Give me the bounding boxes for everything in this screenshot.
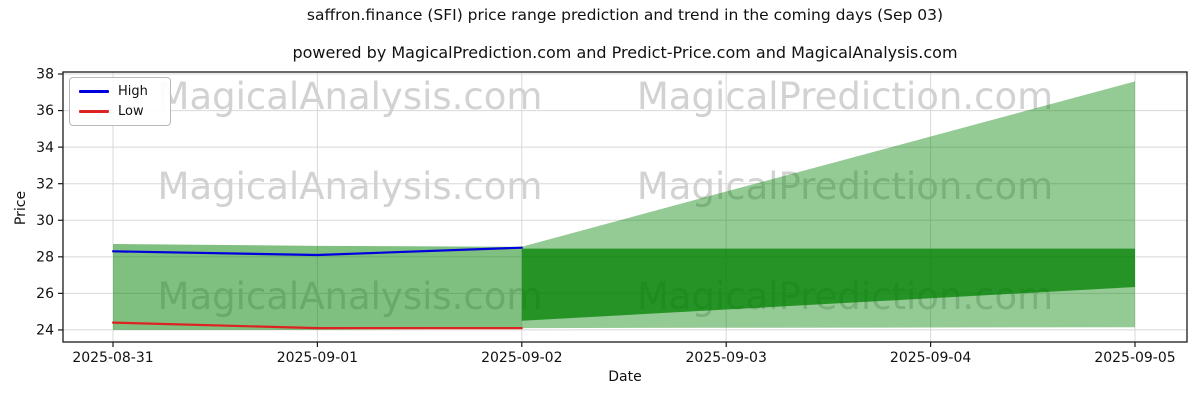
legend: High Low <box>69 77 171 126</box>
legend-item-low: Low <box>79 105 160 118</box>
legend-label-high: High <box>118 84 148 99</box>
watermark-text: MagicalPrediction.com <box>637 75 1053 118</box>
chart-subtitle: powered by MagicalPrediction.com and Pre… <box>292 43 958 62</box>
watermark-text: MagicalAnalysis.com <box>158 165 543 208</box>
x-tick-label: 2025-09-02 <box>481 350 562 366</box>
high-line-icon <box>79 90 109 93</box>
y-axis-label: Price <box>13 190 29 226</box>
y-tick-label: 32 <box>36 176 54 192</box>
forecast-inner-band <box>521 248 1135 321</box>
y-tick-label: 26 <box>36 286 54 302</box>
y-tick-label: 24 <box>36 323 54 339</box>
y-tick-label: 34 <box>36 140 54 156</box>
y-tick-label: 28 <box>36 249 54 265</box>
axes-border <box>62 71 1188 343</box>
chart-title: saffron.finance (SFI) price range predic… <box>306 6 944 24</box>
x-tick-label: 2025-09-01 <box>277 350 358 366</box>
low-line-icon <box>79 110 109 113</box>
x-tick-label: 2025-09-03 <box>686 350 767 366</box>
legend-label-low: Low <box>118 104 144 119</box>
y-tick-label: 36 <box>36 103 54 119</box>
x-tick-label: 2025-09-04 <box>890 350 971 366</box>
x-tick-label: 2025-09-05 <box>1094 350 1175 366</box>
high-line <box>111 246 523 257</box>
x-axis-label: Date <box>608 369 642 385</box>
low-line <box>111 321 523 330</box>
watermark-text: MagicalAnalysis.com <box>158 75 543 118</box>
legend-item-high: High <box>79 85 160 98</box>
x-tick-label: 2025-08-31 <box>72 350 153 366</box>
y-tick-label: 30 <box>36 213 54 229</box>
historical-range-band <box>113 244 522 330</box>
watermark-text: MagicalPrediction.com <box>637 165 1053 208</box>
y-tick-label: 38 <box>36 67 54 83</box>
